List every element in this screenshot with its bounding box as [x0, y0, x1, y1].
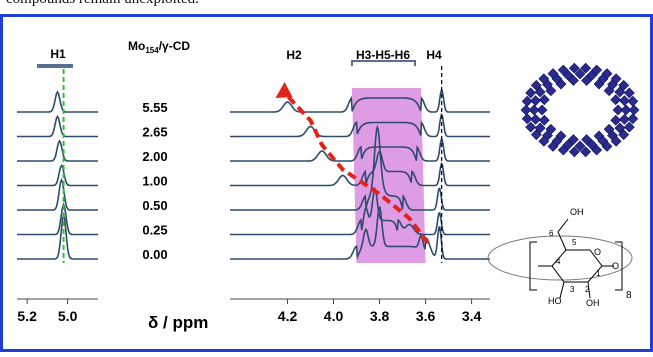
- ratio-header: Mo154/γ-CD: [128, 39, 190, 55]
- spectrum-5.55: [230, 88, 490, 113]
- spectrum-0.50: [230, 124, 490, 211]
- h1-spectrum-0.25: [17, 202, 98, 236]
- cd-oh-right: OH: [586, 298, 600, 308]
- h1-bracket: [37, 64, 73, 68]
- x-tick-label: 4.0: [324, 308, 344, 324]
- cd-ho-left: HO: [548, 296, 562, 306]
- cd-c5: 5: [572, 238, 577, 247]
- h2-shift-arrow: [286, 94, 430, 245]
- h1-spectrum-2.65: [17, 114, 98, 138]
- ratio-label-1.00: 1.00: [142, 174, 167, 189]
- gamma-cd-structure-icon: [487, 218, 633, 299]
- x-tick-label: 5.0: [58, 308, 78, 324]
- ratio-label-0.50: 0.50: [142, 198, 167, 213]
- x-tick-label: 5.2: [17, 308, 37, 324]
- h1-label: H1: [50, 47, 66, 61]
- nmr-chart: H1 H2 H3-H5-H6 H4 Mo154/γ-CD 5.55 2.65 2.0…: [0, 14, 653, 352]
- spectrum-2.00: [230, 137, 490, 162]
- ratio-label-2.65: 2.65: [142, 125, 167, 140]
- cd-c1: 1: [596, 269, 601, 278]
- x-tick-label: 3.8: [370, 308, 390, 324]
- h1-spectrum-0.00: [17, 211, 98, 260]
- polyhedral-ring-icon: [520, 62, 640, 158]
- caption-fragment: compounds remain unexploited.: [6, 0, 199, 8]
- h1-spectrum-5.55: [17, 90, 98, 113]
- ratio-label-0.25: 0.25: [142, 223, 167, 238]
- nmr-figure: H1 H2 H3-H5-H6 H4 Mo154/γ-CD 5.55 2.65 2.0…: [0, 14, 653, 352]
- h2-arrow-head: [275, 82, 293, 98]
- cd-c2: 2: [585, 285, 590, 294]
- h3h5h6-bracket: [351, 60, 416, 66]
- x-axis-label: δ / ppm: [148, 313, 208, 332]
- h4-label: H4: [426, 48, 442, 62]
- spectrum-0.25: [230, 186, 490, 236]
- figure-frame: [0, 14, 653, 352]
- h1-spectrum-1.00: [17, 163, 98, 187]
- spectrum-0.00: [230, 206, 490, 260]
- cd-oh-top: OH: [570, 207, 584, 217]
- h3h5h6-label: H3-H5-H6: [356, 48, 410, 62]
- x-tick-label: 3.6: [416, 308, 436, 324]
- cd-o-ring: O: [594, 247, 601, 257]
- h1-spectrum-2.00: [17, 139, 98, 162]
- spectrum-2.65: [230, 112, 490, 138]
- h1-spectrum-0.50: [17, 177, 98, 211]
- ratio-label-2.00: 2.00: [142, 149, 167, 164]
- cd-c6: 6: [549, 229, 554, 238]
- h2-label: H2: [286, 48, 302, 62]
- cd-o-link: O: [612, 261, 619, 271]
- cd-n-subscript: 8: [626, 290, 632, 301]
- cd-c4: 4: [556, 257, 561, 266]
- cd-c3: 3: [570, 285, 575, 294]
- h3h5h6-highlight-band: [351, 88, 426, 263]
- x-tick-label: 4.2: [278, 308, 298, 324]
- ratio-label-5.55: 5.55: [142, 100, 167, 115]
- x-tick-label: 3.4: [462, 308, 482, 324]
- ratio-label-0.00: 0.00: [142, 247, 167, 262]
